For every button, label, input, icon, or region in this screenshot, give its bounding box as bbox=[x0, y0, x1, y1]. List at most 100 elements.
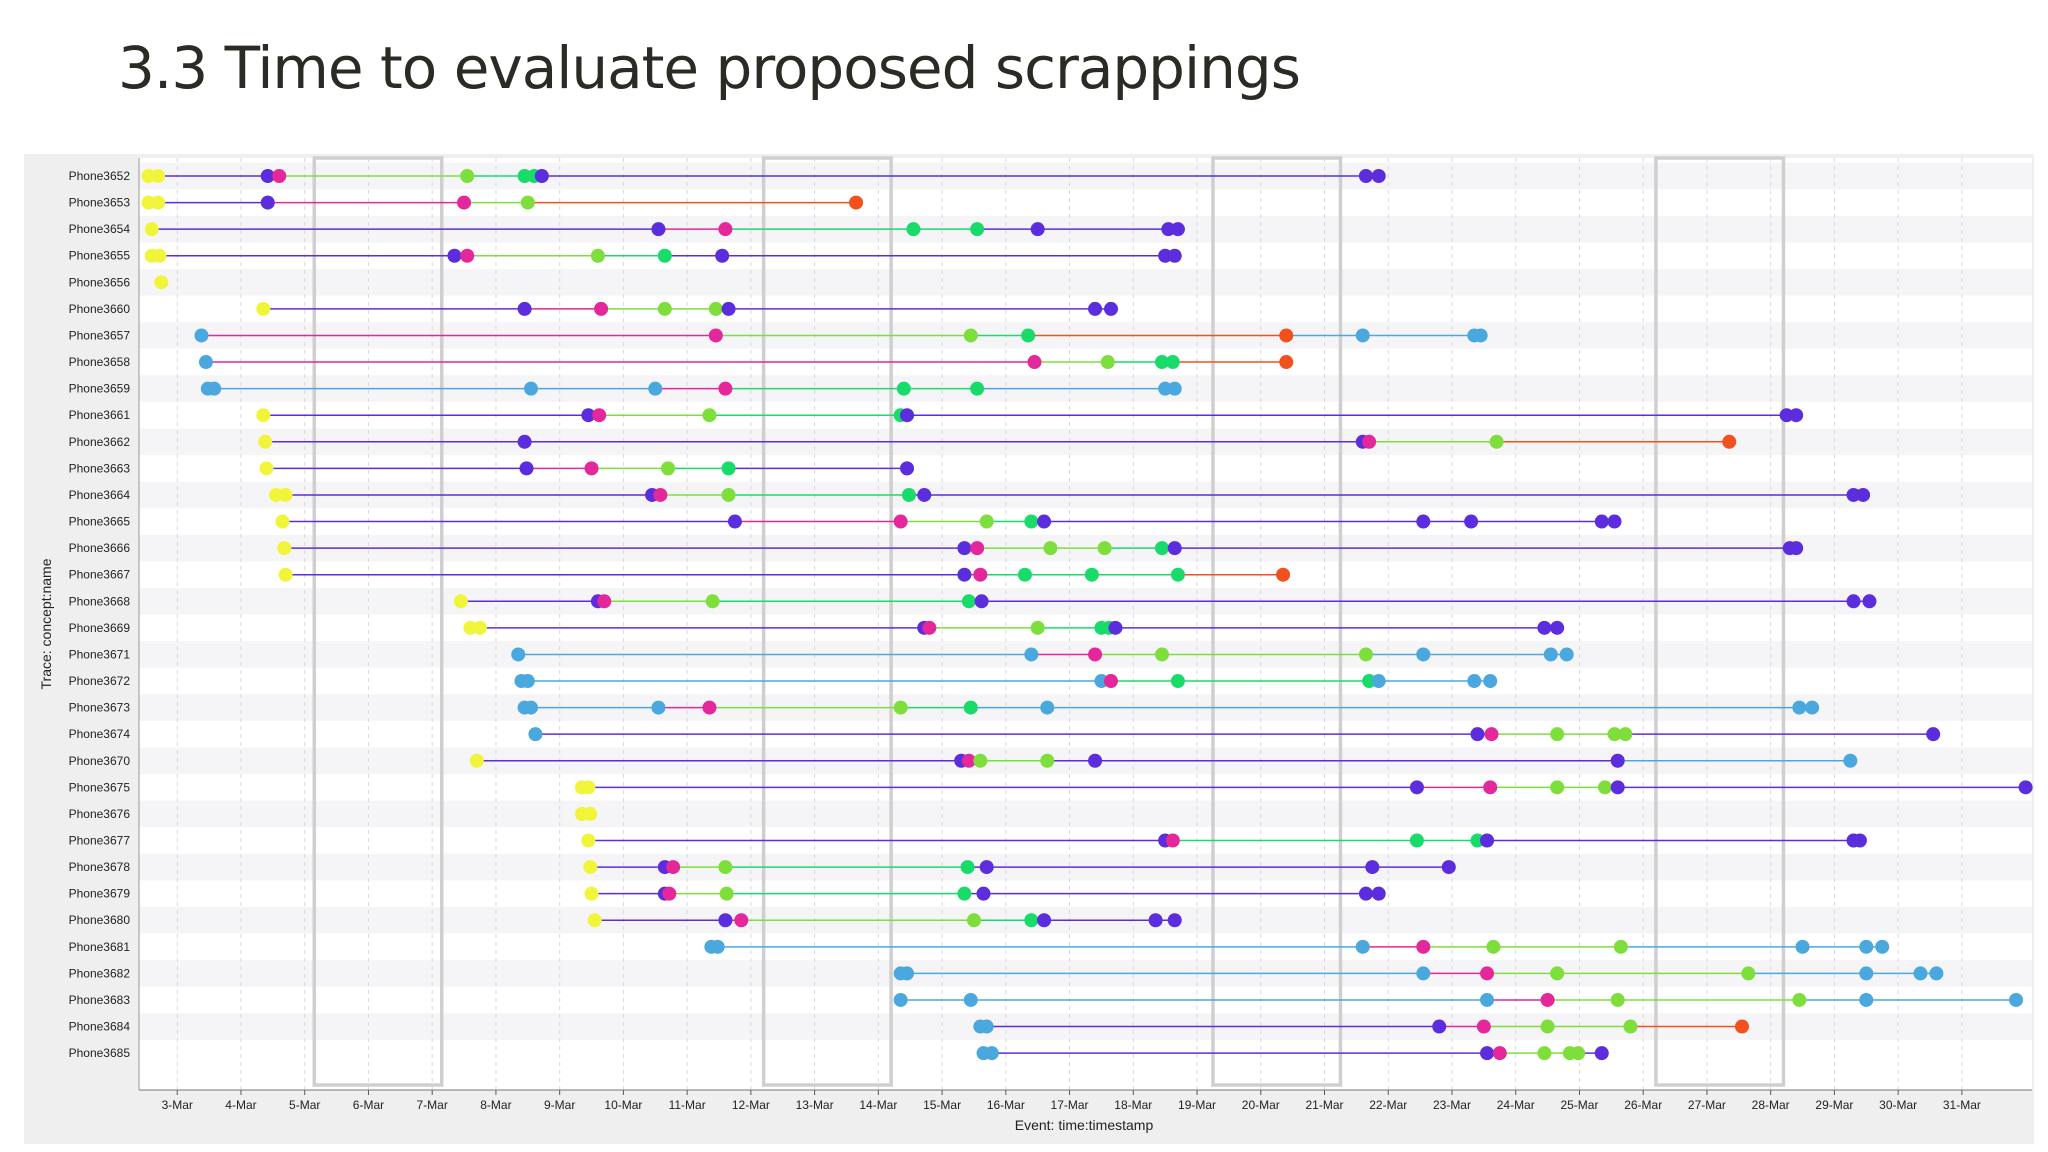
row-band bbox=[139, 269, 2032, 296]
highlight-window bbox=[312, 156, 444, 1087]
event-dot-purple bbox=[957, 541, 972, 556]
event-dot-blue bbox=[520, 674, 535, 689]
event-dot-purple bbox=[1464, 514, 1479, 529]
event-dot-lightgreen bbox=[1613, 939, 1628, 954]
event-dot-pink bbox=[1027, 355, 1042, 370]
event-dot-purple bbox=[1856, 487, 1871, 502]
event-dot-yellow bbox=[581, 833, 596, 848]
event-dot-lightgreen bbox=[708, 301, 723, 316]
event-dot-yellow bbox=[583, 806, 598, 821]
event-dot-lightgreen bbox=[1550, 727, 1565, 742]
event-dot-lightgreen bbox=[520, 195, 535, 210]
trace-label: Phone3665 bbox=[69, 515, 131, 529]
event-dot-pink bbox=[893, 514, 908, 529]
event-dot-purple bbox=[1037, 514, 1052, 529]
event-dot-blue bbox=[1875, 939, 1890, 954]
event-dot-yellow bbox=[256, 408, 271, 423]
event-dot-blue bbox=[207, 381, 222, 396]
row-band bbox=[139, 800, 2032, 828]
x-tick-label: 10-Mar bbox=[604, 1098, 642, 1112]
event-dot-green bbox=[906, 222, 921, 237]
event-dot-purple bbox=[1480, 1046, 1495, 1061]
x-tick-label: 20-Mar bbox=[1242, 1098, 1280, 1112]
event-dot-blue bbox=[194, 328, 209, 343]
event-dot-pink bbox=[594, 301, 609, 316]
event-dot-purple bbox=[1594, 514, 1609, 529]
event-dot-orange bbox=[1276, 567, 1291, 582]
event-dot-lightgreen bbox=[1030, 620, 1045, 635]
trace-label: Phone3655 bbox=[69, 249, 131, 263]
trace-label: Phone3659 bbox=[69, 382, 131, 396]
x-tick-label: 23-Mar bbox=[1433, 1098, 1471, 1112]
trace-label: Phone3658 bbox=[69, 355, 131, 369]
event-dot-purple bbox=[1358, 886, 1373, 901]
event-dot-green bbox=[970, 381, 985, 396]
x-tick-label: 29-Mar bbox=[1815, 1098, 1853, 1112]
dotted-chart: Phone3652 Phone3653 Phone3654 Phone3655 Phon… bbox=[24, 154, 2034, 1144]
x-tick-label: 24-Mar bbox=[1497, 1098, 1535, 1112]
x-tick-label: 25-Mar bbox=[1560, 1098, 1598, 1112]
event-dot-purple bbox=[1441, 860, 1456, 875]
event-dot-green bbox=[970, 222, 985, 237]
trace-label: Phone3669 bbox=[69, 621, 131, 635]
event-dot-yellow bbox=[151, 195, 166, 210]
event-dot-purple bbox=[1108, 620, 1123, 635]
event-dot-green bbox=[1154, 355, 1169, 370]
event-dot-blue bbox=[651, 700, 666, 715]
event-dot-green bbox=[1024, 913, 1039, 928]
event-dot-blue bbox=[1859, 966, 1874, 981]
event-dot-yellow bbox=[453, 594, 468, 609]
event-dot-lightgreen bbox=[718, 860, 733, 875]
event-dot-purple bbox=[1037, 913, 1052, 928]
event-dot-purple bbox=[1030, 222, 1045, 237]
event-dot-blue bbox=[1543, 647, 1558, 662]
trace-label: Phone3674 bbox=[69, 727, 131, 741]
event-dot-purple bbox=[957, 567, 972, 582]
event-dot-lightgreen bbox=[1489, 434, 1504, 449]
event-dot-blue bbox=[1913, 966, 1928, 981]
event-dot-yellow bbox=[256, 301, 271, 316]
event-dot-green bbox=[657, 248, 672, 263]
event-dot-pink bbox=[272, 169, 287, 183]
trace-label: Phone3680 bbox=[69, 913, 131, 927]
event-dot-purple bbox=[1167, 248, 1182, 263]
event-dot-lightgreen bbox=[893, 700, 908, 715]
event-dot-green bbox=[1084, 567, 1099, 582]
highlight-window bbox=[1654, 156, 1786, 1087]
event-dot-pink bbox=[597, 594, 612, 609]
event-dot-pink bbox=[1476, 1019, 1491, 1034]
event-dot-lightgreen bbox=[1550, 966, 1565, 981]
event-dot-purple bbox=[1365, 860, 1380, 875]
event-dot-lightgreen bbox=[973, 753, 988, 768]
event-dot-purple bbox=[1610, 753, 1625, 768]
event-dot-purple bbox=[1470, 727, 1485, 742]
highlight-window bbox=[761, 156, 893, 1087]
trace-label: Phone3673 bbox=[69, 701, 131, 715]
event-dot-green bbox=[1170, 567, 1185, 582]
event-dot-orange bbox=[1734, 1019, 1749, 1034]
event-dot-green bbox=[963, 700, 978, 715]
trace-label: Phone3670 bbox=[69, 754, 131, 768]
event-dot-pink bbox=[961, 753, 976, 768]
trace-label: Phone3683 bbox=[69, 993, 131, 1007]
x-axis-label: Event: time:timestamp bbox=[1015, 1117, 1154, 1133]
event-dot-pink bbox=[702, 700, 717, 715]
event-dot-lightgreen bbox=[719, 886, 734, 901]
event-dot-purple bbox=[1103, 301, 1118, 316]
event-dot-pink bbox=[734, 913, 749, 928]
trace-label: Phone3671 bbox=[69, 647, 131, 661]
event-dot-purple bbox=[917, 487, 932, 502]
plot-area bbox=[139, 158, 2032, 1090]
x-tick-label: 5-Mar bbox=[289, 1098, 320, 1112]
event-dot-purple bbox=[1594, 1046, 1609, 1061]
event-dot-purple bbox=[900, 461, 915, 476]
trace-label: Phone3676 bbox=[69, 807, 131, 821]
trace-label: Phone3660 bbox=[69, 302, 131, 316]
event-dot-purple bbox=[718, 913, 733, 928]
event-dot-purple bbox=[1789, 541, 1804, 556]
event-dot-pink bbox=[1483, 780, 1498, 795]
event-dot-purple bbox=[651, 222, 666, 237]
event-dot-purple bbox=[1416, 514, 1431, 529]
event-dot-blue bbox=[893, 992, 908, 1007]
event-dot-green bbox=[1017, 567, 1032, 582]
